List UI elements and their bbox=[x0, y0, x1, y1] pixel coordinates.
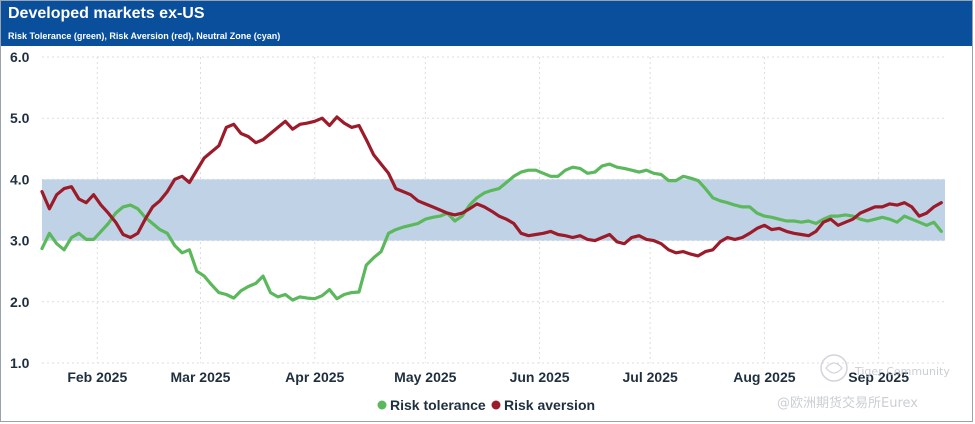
x-tick-label: Jul 2025 bbox=[623, 369, 678, 385]
y-tick-label: 3.0 bbox=[10, 233, 30, 249]
watermark-logo-icon bbox=[820, 354, 848, 382]
legend-item-risk-tolerance[interactable]: Risk tolerance bbox=[377, 397, 486, 413]
y-tick-label: 1.0 bbox=[10, 355, 30, 371]
x-tick-label: Mar 2025 bbox=[171, 369, 231, 385]
series-line-risk-aversion[interactable] bbox=[40, 115, 943, 258]
chart-title: Developed markets ex-US bbox=[8, 5, 205, 22]
legend-label-risk-aversion: Risk aversion bbox=[504, 397, 595, 413]
legend-marker-icon bbox=[491, 400, 501, 410]
legend-item-risk-aversion[interactable]: Risk aversion bbox=[491, 397, 596, 413]
x-axis: Feb 2025 Mar 2025 Apr 2025 May 2025 Jun 2025… bbox=[67, 369, 909, 385]
x-tick-label: Jun 2025 bbox=[510, 369, 570, 385]
x-tick-label: Sep 2025 bbox=[848, 369, 909, 385]
y-tick-label: 5.0 bbox=[10, 110, 30, 126]
watermark-tiger-icon bbox=[825, 362, 843, 374]
legend-marker-icon bbox=[377, 400, 387, 410]
y-tick-label: 2.0 bbox=[10, 294, 30, 310]
x-tick-label: Apr 2025 bbox=[285, 369, 344, 385]
x-tick-label: Feb 2025 bbox=[67, 369, 127, 385]
y-axis: 6.0 5.0 4.0 3.0 2.0 1.0 bbox=[10, 49, 30, 371]
watermark-line-2: @欧洲期货交易所Eurex bbox=[777, 395, 918, 411]
watermark-line-1: Tiger Community bbox=[854, 365, 950, 378]
chart-subtitle: Risk Tolerance (green), Risk Aversion (r… bbox=[8, 31, 281, 41]
series-layer bbox=[40, 115, 943, 302]
series-line-risk-tolerance[interactable] bbox=[40, 162, 943, 302]
x-tick-label: May 2025 bbox=[394, 369, 456, 385]
x-tick-label: Aug 2025 bbox=[733, 369, 795, 385]
watermark: Tiger Community @欧洲期货交易所Eurex bbox=[777, 354, 950, 411]
y-tick-label: 6.0 bbox=[10, 49, 30, 65]
chart-header: Developed markets ex-US Risk Tolerance (… bbox=[1, 1, 972, 46]
legend: Risk tolerance Risk aversion bbox=[377, 397, 596, 413]
y-tick-label: 4.0 bbox=[10, 171, 30, 187]
legend-label-risk-tolerance: Risk tolerance bbox=[390, 397, 486, 413]
